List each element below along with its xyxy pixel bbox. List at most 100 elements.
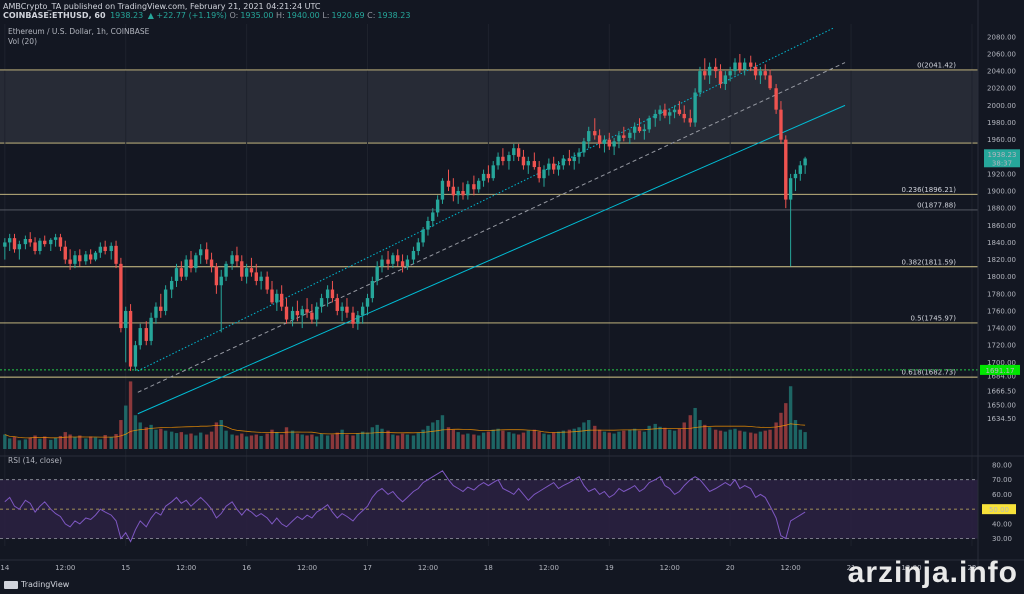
candle-body (93, 252, 98, 260)
price-tick: 1880.00 (987, 205, 1016, 213)
price-tick: 1666.50 (987, 388, 1016, 396)
volume-bar (728, 429, 732, 449)
candle-body (340, 306, 344, 311)
price-tick: 1720.00 (987, 342, 1016, 350)
time-tick: 16 (242, 564, 251, 572)
price-tick: 1980.00 (987, 119, 1016, 127)
candle-body (103, 246, 107, 251)
candle-body (179, 268, 184, 277)
candle-body (49, 239, 53, 245)
candle-body (632, 126, 637, 133)
fib-label: 0.382(1811.59) (902, 258, 957, 266)
volume-bar (663, 427, 667, 449)
candle-body (431, 212, 435, 222)
candle-body (396, 255, 400, 262)
volume-bar (512, 433, 516, 449)
volume-bar (798, 429, 802, 449)
volume-bar (612, 433, 616, 449)
time-tick: 12:00 (297, 564, 317, 572)
candle-body (642, 129, 647, 132)
volume-bar (235, 435, 239, 449)
volume-bar (774, 422, 778, 449)
price-tick: 2060.00 (987, 50, 1016, 58)
candle-body (647, 118, 651, 130)
candle-body (421, 229, 425, 243)
open-label: O: (229, 11, 239, 20)
volume-bar (738, 430, 742, 449)
candle-body (345, 306, 349, 313)
volume-bar (466, 433, 470, 449)
candle-body (628, 132, 632, 138)
tradingview-logo[interactable]: TradingView (4, 580, 69, 589)
candle-body (315, 306, 319, 320)
volume-bar (733, 428, 737, 449)
volume-bar (179, 432, 184, 449)
volume-bar (124, 405, 128, 449)
candle-body (275, 293, 279, 303)
candle-body (411, 250, 416, 260)
support-tag: 1691.17 (986, 367, 1015, 375)
candle-body (622, 135, 626, 138)
price-tick: 1920.00 (987, 170, 1016, 178)
candle-body (491, 165, 495, 179)
support-tag-bg (980, 364, 1020, 375)
low-label: L: (322, 11, 330, 20)
volume-bar (668, 429, 672, 449)
candle-body (235, 255, 239, 262)
candle-body (375, 266, 379, 281)
time-tick: 12:00 (660, 564, 680, 572)
volume-bar (375, 424, 379, 449)
volume-bar (672, 430, 677, 449)
candle-body (788, 178, 793, 200)
candle-body (713, 66, 718, 72)
candle-body (577, 152, 581, 157)
candle-body (319, 298, 324, 307)
candle-body (602, 139, 607, 144)
candle-body (481, 173, 486, 181)
candle-body (144, 328, 148, 341)
time-tick: 12:00 (418, 564, 438, 572)
volume-bar (688, 415, 692, 449)
volume-bar (461, 434, 465, 449)
price-tick: 1684.00 (987, 373, 1016, 381)
rsi-tick: 80.00 (992, 461, 1012, 469)
tradingview-brand: TradingView (21, 580, 70, 589)
volume-bar (163, 430, 168, 449)
volume-bar (516, 434, 521, 449)
candle-body (532, 161, 537, 168)
candle-body (400, 261, 405, 267)
volume-bar (109, 436, 113, 449)
tradingview-icon (4, 580, 18, 589)
candle-body (426, 221, 430, 230)
candle-body (3, 242, 7, 247)
fib-label: 0(1877.88) (917, 201, 956, 209)
volume-bars (3, 381, 807, 449)
candle-body (733, 62, 737, 72)
volume-bar (617, 431, 621, 449)
rsi-tick: 30.00 (992, 535, 1012, 543)
volume-bar (330, 434, 335, 449)
volume-bar (753, 433, 758, 449)
candle-body (351, 312, 355, 324)
volume-bar (784, 403, 788, 449)
price-tick: 1780.00 (987, 290, 1016, 298)
candle-body (516, 148, 521, 157)
candle-body (758, 71, 763, 76)
volume-bar (174, 433, 179, 449)
candle-body (360, 306, 365, 316)
volume-bar (411, 435, 416, 449)
symbol-label[interactable]: COINBASE:ETHUSD, 60 (3, 11, 106, 20)
volume-bar (7, 438, 12, 449)
volume-bar (768, 429, 772, 449)
volume-bar (370, 427, 375, 449)
volume-bar (78, 435, 82, 449)
volume-bar (205, 434, 209, 449)
candle-body (270, 289, 274, 303)
volume-bar (682, 422, 686, 449)
candle-body (254, 272, 258, 281)
volume-bar (28, 437, 32, 449)
candle-body (184, 259, 188, 277)
candle-body (109, 245, 113, 251)
candle-body (189, 259, 193, 269)
